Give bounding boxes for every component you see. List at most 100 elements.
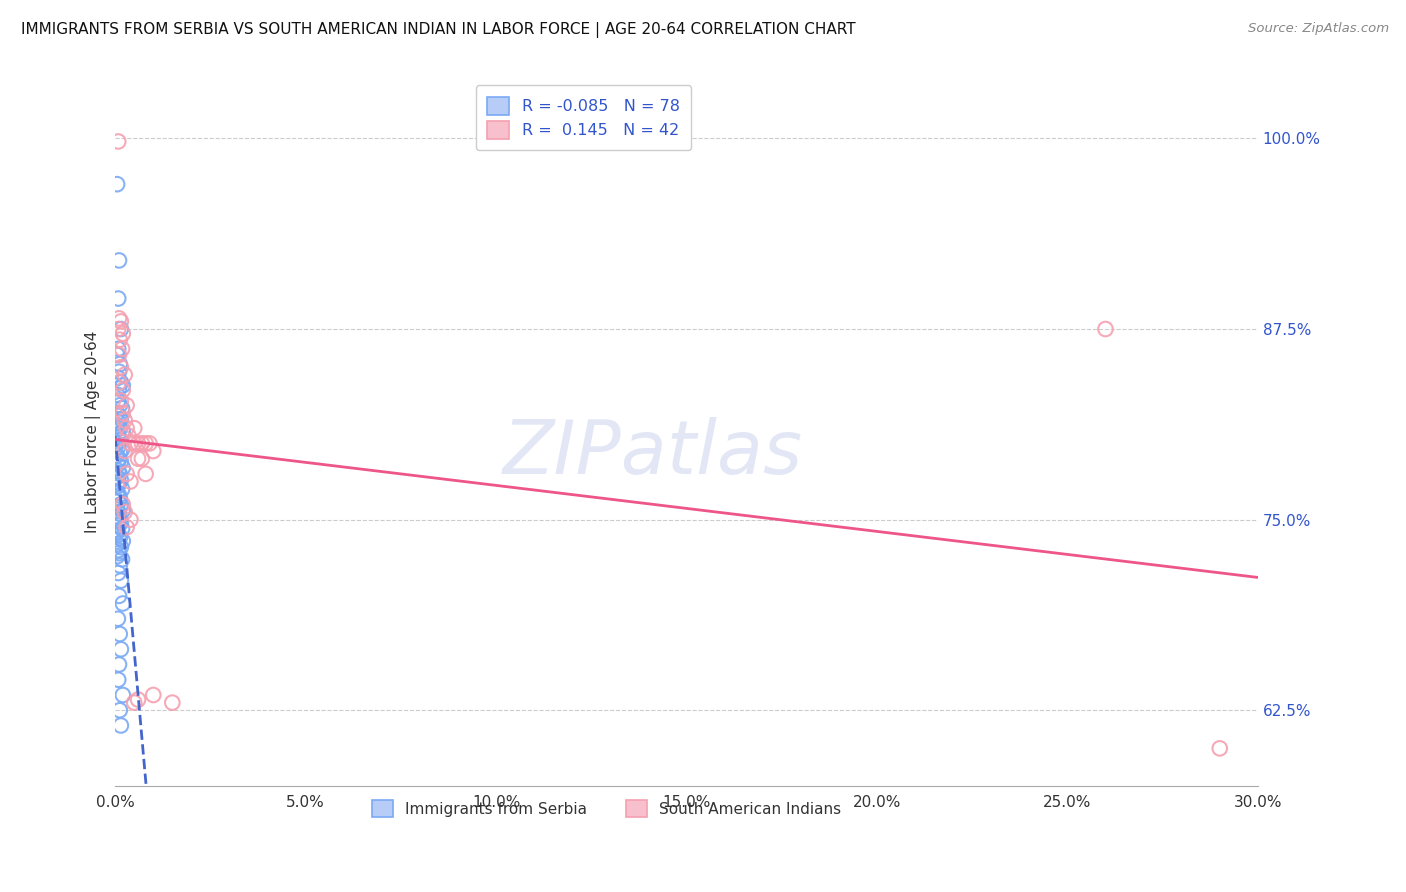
Point: [108, 657, 131, 672]
Point: [120, 436, 142, 450]
Point: [111, 688, 134, 702]
Point: [114, 444, 136, 458]
Point: [127, 436, 149, 450]
Point: [105, 406, 128, 420]
Point: [105, 449, 128, 463]
Point: [105, 387, 128, 401]
Point: [107, 415, 129, 429]
Point: [107, 479, 129, 493]
Point: [111, 424, 134, 438]
Point: [110, 412, 132, 426]
Point: [110, 718, 132, 732]
Point: [108, 430, 131, 444]
Point: [105, 524, 128, 539]
Point: [122, 421, 145, 435]
Point: [107, 292, 129, 306]
Point: [107, 518, 129, 533]
Point: [108, 589, 131, 603]
Point: [105, 348, 128, 362]
Point: [108, 333, 131, 347]
Point: [105, 549, 128, 564]
Point: [107, 537, 129, 551]
Point: [135, 436, 157, 450]
Point: [108, 488, 131, 502]
Point: [107, 464, 129, 478]
Point: [108, 531, 131, 545]
Point: [108, 348, 131, 362]
Y-axis label: In Labor Force | Age 20-64: In Labor Force | Age 20-64: [86, 331, 101, 533]
Point: [107, 543, 129, 558]
Point: [107, 322, 129, 336]
Point: [110, 314, 132, 328]
Point: [115, 398, 138, 412]
Legend: Immigrants from Serbia, South American Indians: Immigrants from Serbia, South American I…: [364, 792, 849, 825]
Point: [107, 427, 129, 442]
Point: [105, 500, 128, 515]
Point: [110, 360, 132, 375]
Point: [111, 460, 134, 475]
Point: [1094, 322, 1116, 336]
Point: [108, 451, 131, 466]
Point: [108, 365, 131, 379]
Point: [107, 135, 129, 149]
Point: [135, 467, 157, 481]
Point: [108, 421, 131, 435]
Point: [111, 342, 134, 356]
Point: [111, 552, 134, 566]
Point: [115, 421, 138, 435]
Point: [111, 378, 134, 392]
Point: [115, 467, 138, 481]
Point: [127, 451, 149, 466]
Point: [107, 371, 129, 385]
Point: [110, 497, 132, 511]
Point: [107, 494, 129, 508]
Point: [111, 383, 134, 397]
Point: [120, 513, 142, 527]
Point: [111, 533, 134, 548]
Point: [108, 357, 131, 371]
Point: [107, 566, 129, 580]
Point: [138, 436, 160, 450]
Point: [111, 522, 134, 536]
Point: [108, 311, 131, 326]
Point: [108, 513, 131, 527]
Point: [107, 393, 129, 408]
Point: [107, 458, 129, 472]
Point: [110, 642, 132, 657]
Point: [108, 476, 131, 491]
Point: [105, 177, 128, 191]
Point: [111, 497, 134, 511]
Point: [108, 627, 131, 641]
Point: [131, 436, 153, 450]
Point: [108, 409, 131, 423]
Point: [108, 253, 131, 268]
Point: [131, 451, 153, 466]
Point: [110, 516, 132, 530]
Point: [108, 528, 131, 542]
Point: [108, 467, 131, 481]
Point: [1209, 741, 1232, 756]
Point: [110, 473, 132, 487]
Point: [120, 475, 142, 489]
Point: [122, 436, 145, 450]
Point: [107, 342, 129, 356]
Point: [108, 382, 131, 396]
Point: [107, 439, 129, 453]
Point: [111, 482, 134, 496]
Point: [114, 505, 136, 519]
Point: [107, 612, 129, 626]
Point: [107, 673, 129, 687]
Point: [105, 485, 128, 500]
Point: [111, 401, 134, 416]
Point: [108, 398, 131, 412]
Point: [108, 558, 131, 573]
Point: [110, 376, 132, 390]
Point: [105, 418, 128, 433]
Point: [114, 368, 136, 382]
Point: [105, 436, 128, 450]
Point: [117, 429, 139, 443]
Point: [108, 507, 131, 521]
Point: [114, 413, 136, 427]
Point: [108, 445, 131, 459]
Point: [111, 326, 134, 341]
